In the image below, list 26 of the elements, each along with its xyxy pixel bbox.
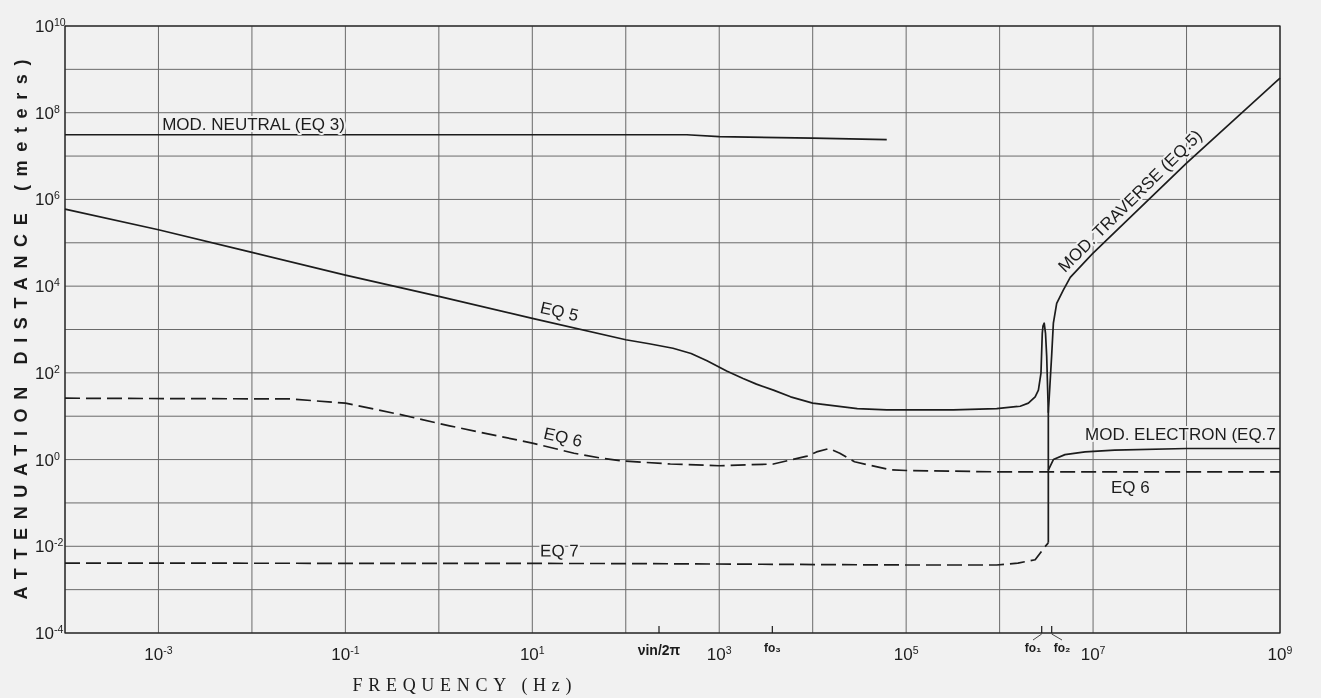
text: EQ 5 xyxy=(538,298,581,326)
text: fo₂ xyxy=(1053,641,1071,655)
annotation: EQ 6 xyxy=(1110,477,1150,497)
x-tick-label: 10$^{3}$ xyxy=(706,644,732,664)
x-axis-title: FREQUENCY (Hz) xyxy=(352,675,572,696)
y-tick-label: 10$^{0}$ xyxy=(35,449,60,470)
series-label: MOD. NEUTRAL (EQ 3) xyxy=(162,114,345,134)
y-tick-label: 10$^{8}$ xyxy=(35,102,60,123)
series-label: EQ 7 xyxy=(540,541,579,561)
y-tick-label: 10$^{-2}$ xyxy=(35,536,64,557)
x-tick-label: 10$^{-1}$ xyxy=(331,644,360,664)
text: EQ 6 xyxy=(541,423,584,451)
y-tick-label: 10$^{6}$ xyxy=(35,189,60,210)
y-tick-label: 10$^{10}$ xyxy=(35,16,66,36)
x-tick-label: fo₃ xyxy=(763,641,781,655)
y-tick-label: 10$^{-4}$ xyxy=(35,623,64,643)
x-tick-label: 10$^{1}$ xyxy=(519,644,545,664)
y-axis-title: ATTENUATION DISTANCE (meters) xyxy=(11,59,31,600)
x-tick-label: 10$^{5}$ xyxy=(893,644,919,664)
y-tick-label: 10$^{2}$ xyxy=(35,362,60,383)
x-tick-label: 10$^{-3}$ xyxy=(144,644,173,664)
x-tick-label: 10$^{7}$ xyxy=(1080,644,1106,664)
y-tick-label: 10$^{4}$ xyxy=(35,276,60,297)
text: νin/2π xyxy=(637,642,681,658)
text: fo₁ xyxy=(1024,641,1042,655)
x-tick-label: 10$^{9}$ xyxy=(1267,644,1293,664)
